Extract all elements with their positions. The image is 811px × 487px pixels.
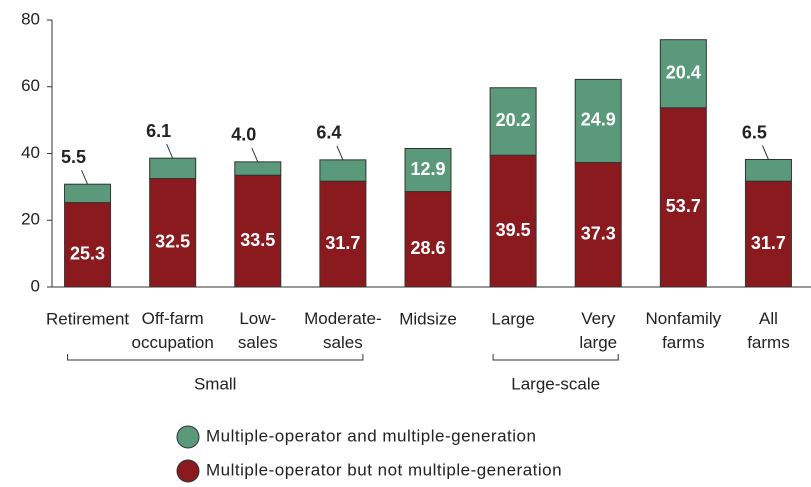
bar-segment bbox=[489, 87, 537, 156]
legend-swatch bbox=[176, 459, 200, 483]
value-label: 31.7 bbox=[325, 233, 360, 253]
x-tick-label: Retirement bbox=[46, 309, 129, 328]
bar-segment bbox=[744, 159, 792, 182]
group-bracket bbox=[67, 354, 364, 361]
leader-line bbox=[336, 145, 344, 161]
bar-segment bbox=[404, 147, 452, 193]
leader-line bbox=[251, 147, 259, 163]
bar-segment bbox=[234, 174, 282, 288]
bar-segment bbox=[64, 202, 112, 288]
x-tick-label: Very large bbox=[579, 309, 617, 352]
value-label: 6.5 bbox=[742, 122, 767, 142]
x-tick-label: Nonfamily farms bbox=[646, 309, 722, 352]
y-tick-label: 80 bbox=[21, 9, 40, 28]
value-label: 24.9 bbox=[581, 110, 616, 130]
bar-segment bbox=[489, 154, 537, 288]
leader-line bbox=[81, 170, 89, 185]
bar-segment bbox=[659, 107, 707, 288]
leader-line bbox=[761, 145, 769, 160]
value-label: 6.4 bbox=[316, 123, 341, 143]
value-label: 32.5 bbox=[155, 232, 190, 252]
group-bracket bbox=[492, 354, 619, 361]
y-tick-label: 60 bbox=[21, 76, 40, 95]
x-tick-label: Low-sales bbox=[238, 309, 278, 352]
value-label: 6.1 bbox=[146, 121, 171, 141]
x-tick-label: All farms bbox=[747, 309, 790, 352]
x-tick-label: Midsize bbox=[399, 309, 457, 328]
bar-segment bbox=[319, 159, 367, 182]
x-tick-label: Large bbox=[491, 309, 534, 328]
bar-segment bbox=[319, 180, 367, 288]
bar-segment bbox=[574, 78, 622, 164]
y-tick-label: 40 bbox=[21, 143, 40, 162]
value-label: 25.3 bbox=[70, 244, 105, 264]
bar-segment bbox=[659, 39, 707, 109]
value-label: 12.9 bbox=[410, 159, 445, 179]
legend-label: Multiple-operator and multiple-generatio… bbox=[206, 426, 536, 445]
value-label: 33.5 bbox=[240, 230, 275, 250]
legend-swatch bbox=[176, 425, 200, 449]
value-label: 28.6 bbox=[410, 238, 445, 258]
bar-segment bbox=[574, 162, 622, 288]
group-label: Small bbox=[194, 374, 237, 393]
y-tick-label: 0 bbox=[31, 276, 40, 295]
bar-segment bbox=[64, 183, 112, 204]
x-tick-label: Moderate-sales bbox=[304, 309, 381, 352]
value-label: 37.3 bbox=[581, 224, 616, 244]
value-label: 39.5 bbox=[496, 220, 531, 240]
bar-segment bbox=[149, 178, 197, 288]
value-label: 20.2 bbox=[496, 110, 531, 130]
value-label: 5.5 bbox=[61, 147, 86, 167]
bar-segment bbox=[404, 191, 452, 288]
value-label: 4.0 bbox=[231, 125, 256, 145]
value-label: 20.4 bbox=[666, 62, 701, 82]
value-label: 53.7 bbox=[666, 196, 701, 216]
group-label: Large-scale bbox=[511, 374, 600, 393]
y-tick-label: 20 bbox=[21, 210, 40, 229]
leader-line bbox=[166, 143, 174, 159]
bar-segment bbox=[149, 157, 197, 180]
value-label: 31.7 bbox=[751, 233, 786, 253]
x-tick-label: Off-farm occupation bbox=[132, 309, 214, 352]
legend-label: Multiple-operator but not multiple-gener… bbox=[206, 460, 562, 479]
bar-segment bbox=[234, 161, 282, 176]
bar-segment bbox=[744, 180, 792, 288]
